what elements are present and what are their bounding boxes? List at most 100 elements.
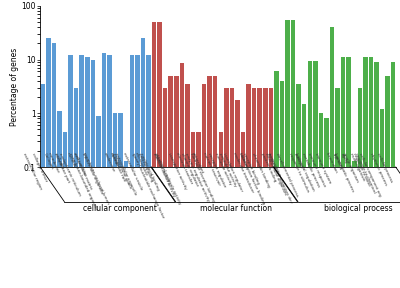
Text: translation regulator: translation regulator — [222, 152, 243, 192]
Text: cellular component org: cellular component org — [358, 152, 382, 197]
Bar — [207, 76, 212, 288]
Text: Collagen: Collagen — [43, 152, 54, 170]
Text: membrane raft: membrane raft — [109, 152, 126, 182]
Text: nucleic acid binding: nucleic acid binding — [139, 152, 160, 191]
Text: channel regulator: channel regulator — [180, 152, 198, 187]
Bar — [96, 116, 101, 288]
Bar — [258, 88, 262, 288]
Text: membrane-enclosed lumen: membrane-enclosed lumen — [82, 152, 110, 205]
Bar — [391, 62, 396, 288]
Text: receptor binding: receptor binding — [242, 152, 260, 185]
Bar — [280, 81, 284, 288]
Text: biological regulation: biological regulation — [294, 152, 315, 192]
Text: inhibitor: inhibitor — [238, 152, 248, 169]
Bar — [113, 113, 117, 288]
Text: signaling: signaling — [332, 152, 343, 171]
Text: extracellular space: extracellular space — [112, 152, 132, 189]
Text: protein binding: protein binding — [137, 152, 154, 182]
Bar — [163, 88, 168, 288]
Text: multicellular organism dev: multicellular organism dev — [266, 152, 293, 204]
Text: membrane part: membrane part — [53, 152, 70, 183]
Bar — [90, 60, 95, 288]
Bar — [174, 76, 178, 288]
Text: antioxidant: antioxidant — [191, 152, 204, 175]
Bar — [274, 71, 279, 288]
Text: cellular process: cellular process — [376, 152, 393, 183]
Bar — [341, 57, 346, 288]
Text: collagen trimer: collagen trimer — [32, 152, 48, 182]
Bar — [235, 100, 240, 288]
Text: electron carrier activity: electron carrier activity — [152, 152, 176, 197]
Text: chromatin binding: chromatin binding — [251, 152, 271, 188]
Text: nuclease activity: nuclease activity — [214, 152, 232, 185]
Text: multi-organism: multi-organism — [348, 152, 366, 182]
Text: transporter activity: transporter activity — [167, 152, 188, 190]
Text: aging: aging — [340, 152, 349, 164]
Text: single-organism: single-organism — [342, 152, 360, 184]
Text: endoplasmic reticulum: endoplasmic reticulum — [58, 152, 82, 196]
Bar — [63, 132, 67, 288]
Bar — [40, 84, 45, 288]
Bar — [313, 61, 318, 288]
Bar — [124, 161, 128, 288]
Bar — [135, 55, 140, 288]
Bar — [324, 118, 329, 288]
Bar — [224, 88, 229, 288]
Text: intracellular organelle: intracellular organelle — [81, 152, 104, 195]
Bar — [180, 63, 184, 288]
Bar — [363, 57, 368, 288]
Text: extracellular organelle: extracellular organelle — [114, 152, 137, 196]
Bar — [252, 88, 256, 288]
Bar — [374, 62, 379, 288]
Bar — [358, 88, 362, 288]
Text: multicellular organism: multicellular organism — [264, 152, 288, 196]
Text: nutrient reservoir: nutrient reservoir — [202, 152, 221, 187]
Bar — [213, 76, 218, 288]
Bar — [185, 84, 190, 288]
Text: immune system: immune system — [314, 152, 332, 184]
Bar — [80, 55, 84, 288]
Text: electron transfer: electron transfer — [175, 152, 193, 185]
Bar — [230, 88, 234, 288]
Bar — [85, 57, 90, 288]
Text: extracellular matrix: extracellular matrix — [72, 152, 93, 191]
Y-axis label: Percentage of genes: Percentage of genes — [10, 47, 18, 126]
Text: immune response: immune response — [307, 152, 326, 187]
Bar — [352, 161, 356, 288]
Text: peptidase activity: peptidase activity — [218, 152, 238, 187]
Text: developmental process: developmental process — [275, 152, 299, 197]
Bar — [241, 132, 245, 288]
Bar — [130, 55, 134, 288]
Text: structural molecule activity: structural molecule activity — [154, 152, 182, 205]
Text: receptor regulator: receptor regulator — [207, 152, 226, 188]
Text: nucleus: nucleus — [66, 152, 76, 168]
Bar — [369, 57, 373, 288]
Text: transcription factor binding: transcription factor binding — [238, 152, 265, 205]
Bar — [146, 55, 151, 288]
Text: cell junction: cell junction — [73, 152, 87, 176]
Bar — [168, 76, 173, 288]
Bar — [107, 55, 112, 288]
Bar — [191, 132, 195, 288]
Text: extracellular vesicle: extracellular vesicle — [122, 152, 143, 191]
Text: protein binding: protein binding — [260, 152, 276, 182]
Text: guanyl-nucleotide exchange factor: guanyl-nucleotide exchange factor — [131, 152, 165, 219]
Bar — [268, 88, 273, 288]
Bar — [291, 20, 295, 288]
Text: endosome: endosome — [102, 152, 115, 173]
Text: rhythmic process: rhythmic process — [369, 152, 388, 186]
Text: cellular component: cellular component — [83, 204, 156, 213]
Bar — [263, 88, 268, 288]
Bar — [141, 38, 145, 288]
Bar — [296, 84, 301, 288]
Bar — [218, 132, 223, 288]
Text: response to chemical: response to chemical — [354, 152, 376, 194]
Text: catalytic: catalytic — [293, 152, 304, 170]
Bar — [335, 88, 340, 288]
Bar — [330, 27, 334, 288]
Bar — [68, 55, 73, 288]
Bar — [302, 104, 306, 288]
Text: molecular transducer: molecular transducer — [232, 152, 254, 194]
Text: synapse: synapse — [110, 152, 121, 169]
Bar — [74, 88, 78, 288]
